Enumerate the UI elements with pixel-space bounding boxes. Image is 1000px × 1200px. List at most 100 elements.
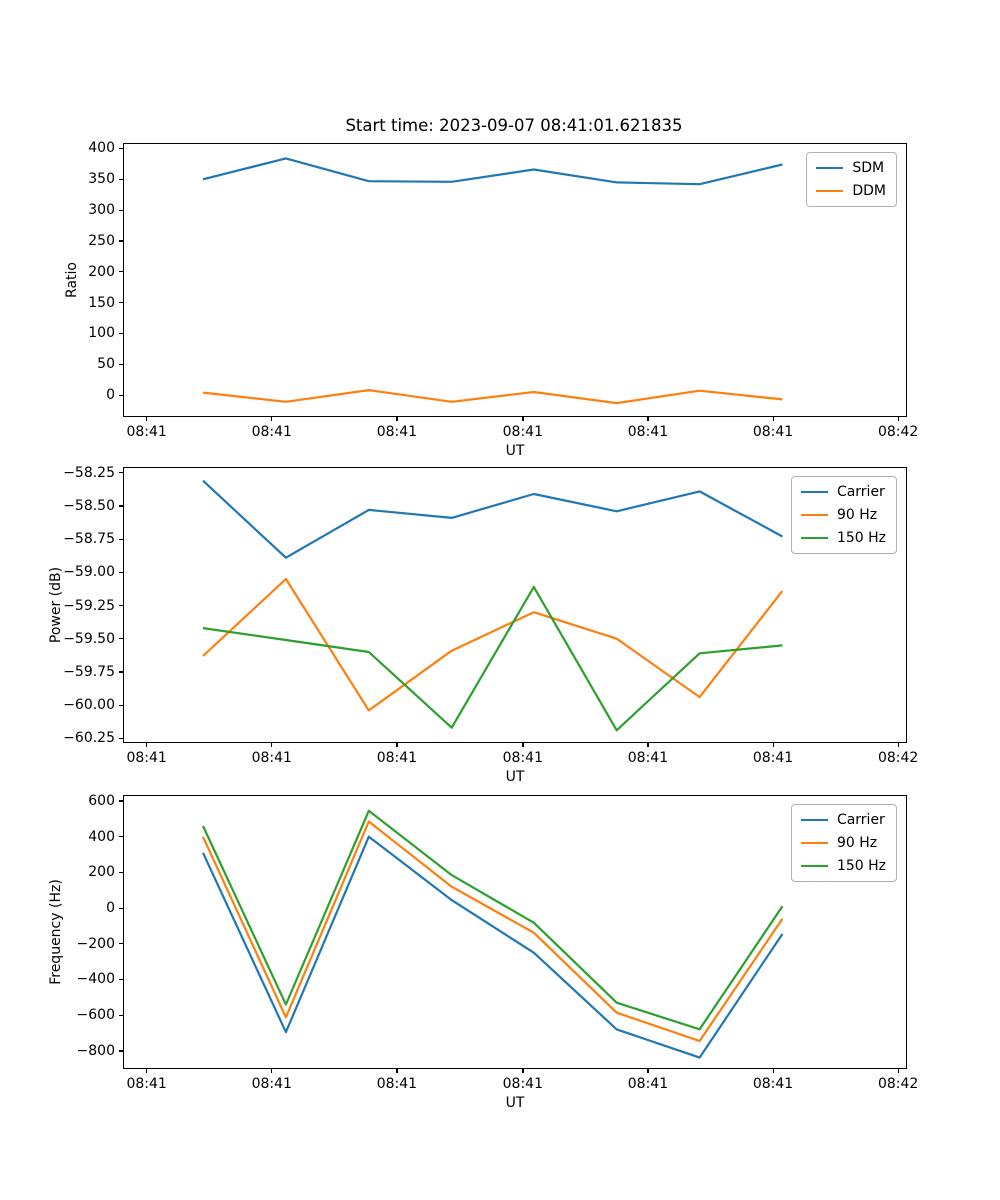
series-line-90-hz: [202, 820, 784, 1043]
y-tick-mark: [119, 800, 124, 802]
y-tick-label: −60.25: [63, 730, 115, 747]
y-axis-label: Frequency (Hz): [48, 879, 64, 985]
y-tick-label: −59.00: [63, 564, 115, 581]
y-tick-mark: [119, 671, 124, 673]
legend-entry: 150 Hz: [800, 858, 886, 874]
y-tick-label: 200: [88, 864, 115, 881]
y-tick-label: 0: [106, 387, 115, 404]
y-tick-label: −200: [76, 935, 115, 952]
y-tick-mark: [119, 836, 124, 838]
y-tick-label: 350: [88, 171, 115, 188]
x-tick-mark: [396, 416, 398, 421]
legend: Carrier 90 Hz 150 Hz: [790, 804, 897, 883]
x-tick-label: 08:41: [126, 1076, 167, 1092]
y-tick-label: −58.25: [63, 464, 115, 481]
x-tick-label: 08:42: [877, 424, 919, 440]
plot-area-frequency-hz: [202, 809, 784, 1059]
y-tick-label: 0: [106, 900, 115, 917]
x-tick-mark: [271, 416, 273, 421]
x-tick-mark: [522, 1068, 524, 1073]
y-tick-mark: [119, 394, 124, 396]
legend-line-swatch: [800, 819, 828, 822]
plot-area-power-db: [202, 479, 784, 732]
x-axis-label: UT: [505, 443, 525, 459]
x-tick-label: 08:41: [752, 750, 794, 766]
x-axis-label: UT: [505, 1095, 525, 1111]
y-axis-label: Ratio: [64, 262, 80, 298]
y-tick-mark: [119, 605, 124, 607]
y-tick-mark: [119, 505, 124, 507]
x-tick-label: 08:41: [126, 424, 167, 440]
legend-line-swatch: [800, 514, 828, 517]
y-tick-label: −60.00: [63, 697, 115, 714]
y-tick-mark: [119, 178, 124, 180]
y-tick-mark: [119, 737, 124, 739]
x-tick-label: 08:41: [376, 1076, 418, 1092]
y-tick-label: −58.75: [63, 531, 115, 548]
x-tick-mark: [647, 1068, 649, 1073]
y-tick-label: −59.75: [63, 663, 115, 680]
legend-label: Carrier: [836, 484, 885, 500]
series-line-90-hz: [202, 577, 784, 712]
y-tick-mark: [119, 704, 124, 706]
y-tick-mark: [119, 271, 124, 273]
x-tick-mark: [772, 1068, 774, 1073]
plot-area-ratio: [202, 157, 783, 405]
y-tick-label: 200: [88, 263, 115, 280]
x-tick-mark: [271, 742, 273, 747]
series-line-150-hz: [202, 809, 784, 1031]
legend-label: Carrier: [836, 812, 885, 828]
x-tick-mark: [522, 416, 524, 421]
y-tick-label: 600: [88, 792, 115, 809]
series-line-sdm: [202, 157, 783, 186]
y-tick-label: −800: [76, 1042, 115, 1059]
x-tick-label: 08:41: [251, 1076, 292, 1092]
y-tick-label: 250: [88, 232, 115, 249]
y-tick-label: 150: [88, 294, 115, 311]
legend-line-swatch: [800, 865, 828, 868]
y-tick-mark: [119, 871, 124, 874]
legend-entry: 150 Hz: [800, 530, 886, 547]
legend-entry: 90 Hz: [800, 835, 886, 852]
y-tick-label: −400: [76, 971, 115, 988]
y-tick-mark: [119, 943, 124, 945]
series-line-carrier: [202, 835, 784, 1059]
legend-entry: Carrier: [800, 812, 886, 828]
y-tick-label: −59.50: [63, 630, 115, 647]
y-tick-label: −600: [76, 1007, 115, 1024]
legend-line-swatch: [816, 190, 844, 193]
x-tick-mark: [772, 742, 774, 747]
x-tick-label: 08:41: [627, 424, 669, 440]
legend-label: 150 Hz: [836, 530, 886, 547]
x-tick-mark: [271, 1068, 273, 1073]
x-tick-mark: [146, 1068, 148, 1073]
legend-line-swatch: [800, 537, 828, 540]
y-tick-label: −59.25: [63, 597, 115, 614]
series-line-ddm: [202, 389, 783, 405]
series-line-carrier: [202, 479, 783, 559]
legend-entry: SDM: [816, 160, 886, 176]
y-tick-label: −58.50: [63, 497, 115, 514]
y-tick-mark: [119, 302, 124, 304]
x-tick-mark: [647, 416, 649, 421]
y-tick-mark: [119, 209, 124, 211]
y-tick-mark: [119, 1014, 124, 1016]
figure-title: Start time: 2023-09-07 08:41:01.621835: [345, 116, 683, 135]
x-tick-label: 08:41: [752, 424, 794, 440]
x-tick-mark: [897, 416, 899, 421]
y-tick-label: 50: [97, 356, 115, 373]
legend: Carrier 90 Hz 150 Hz: [790, 476, 897, 555]
y-tick-mark: [119, 147, 124, 150]
y-tick-mark: [119, 1050, 124, 1052]
legend-entry: 90 Hz: [800, 507, 886, 523]
x-axis-label: UT: [505, 769, 525, 785]
legend-line-swatch: [800, 491, 828, 494]
y-tick-label: 100: [88, 325, 115, 342]
legend-label: DDM: [852, 183, 886, 200]
x-tick-label: 08:41: [502, 1076, 543, 1092]
x-tick-label: 08:41: [627, 1076, 669, 1092]
legend-label: SDM: [852, 160, 885, 176]
x-tick-mark: [146, 416, 148, 421]
legend-label: 90 Hz: [836, 835, 878, 852]
